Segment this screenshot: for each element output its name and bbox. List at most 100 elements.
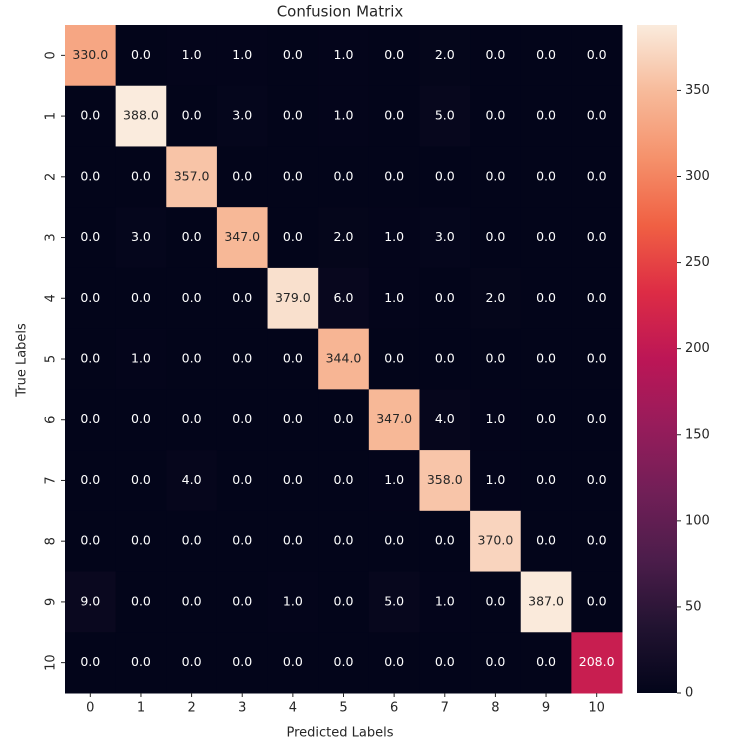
heatmap-cell (166, 85, 218, 147)
heatmap-cell (216, 267, 269, 330)
heatmap-cell (368, 267, 420, 330)
colorbar-tick-label: 200 (685, 341, 710, 356)
cell-label: 0.0 (334, 654, 354, 669)
cell-label: 0.0 (80, 411, 100, 426)
cell-label: 5.0 (435, 108, 455, 123)
cell-label: 357.0 (174, 168, 210, 183)
heatmap-cell (166, 25, 218, 87)
heatmap-cell (267, 85, 319, 147)
cell-label: 0.0 (131, 654, 151, 669)
heatmap-cell (267, 146, 319, 208)
cell-label: 1.0 (334, 47, 354, 62)
cell-label: 0.0 (131, 290, 151, 305)
cell-label: 0.0 (80, 108, 100, 123)
cell-label: 0.0 (131, 472, 151, 487)
cell-label: 0.0 (283, 351, 303, 366)
heatmap-cell (318, 571, 370, 633)
heatmap-cell (571, 328, 623, 390)
heatmap-cell (166, 207, 218, 269)
heatmap-cell (470, 85, 522, 147)
heatmap-cell (520, 571, 572, 633)
cell-label: 0.0 (485, 108, 505, 123)
heatmap-cell (115, 146, 167, 208)
heatmap-cell (267, 632, 319, 694)
colorbar-tick-label: 250 (685, 255, 710, 270)
cell-label: 0.0 (232, 411, 252, 426)
cell-label: 0.0 (80, 290, 100, 305)
heatmap-cell (571, 267, 623, 330)
heatmap-cell (520, 450, 572, 512)
heatmap-cell (571, 146, 623, 208)
x-tick-label: 1 (137, 701, 145, 716)
cell-label: 0.0 (232, 351, 252, 366)
cell-label: 1.0 (384, 229, 404, 244)
heatmap-cell (115, 571, 167, 633)
cell-label: 0.0 (283, 533, 303, 548)
heatmap-cell (216, 146, 269, 208)
x-tick-label: 4 (289, 701, 297, 716)
y-tick-label: 3 (44, 233, 59, 241)
cell-label: 0.0 (435, 533, 455, 548)
cell-label: 347.0 (376, 411, 412, 426)
heatmap-cell (65, 85, 117, 147)
cell-label: 0.0 (80, 229, 100, 244)
x-tick-label: 9 (542, 701, 550, 716)
colorbar-tick-label: 300 (685, 169, 710, 184)
heatmap-cell (318, 632, 370, 694)
heatmap-cell (318, 267, 370, 330)
cell-label: 0.0 (131, 47, 151, 62)
cell-label: 0.0 (536, 351, 556, 366)
heatmap-cell (115, 632, 167, 694)
cell-label: 0.0 (536, 472, 556, 487)
heatmap-cell (368, 571, 420, 633)
heatmap-cell (115, 389, 167, 451)
y-tick-label: 1 (44, 112, 59, 120)
cell-label: 9.0 (80, 593, 100, 608)
x-tick-label: 10 (588, 701, 605, 716)
chart-title: Confusion Matrix (277, 3, 404, 21)
heatmap-cell (470, 146, 522, 208)
cell-label: 0.0 (182, 290, 202, 305)
y-tick-label: 0 (44, 51, 59, 59)
cell-label: 0.0 (587, 229, 607, 244)
heatmap-cell (470, 632, 522, 694)
y-axis-label: True Labels (15, 323, 30, 398)
heatmap-cell (419, 571, 471, 633)
heatmap-cell (267, 389, 319, 451)
y-tick-label: 8 (44, 537, 59, 545)
cell-label: 0.0 (232, 533, 252, 548)
cell-label: 0.0 (536, 229, 556, 244)
heatmap-cell (216, 207, 269, 269)
cell-label: 0.0 (536, 654, 556, 669)
cell-label: 0.0 (283, 472, 303, 487)
heatmap-cell (571, 25, 623, 87)
heatmap-cell (318, 328, 370, 390)
heatmap-cell (115, 328, 167, 390)
heatmap-cell (318, 207, 370, 269)
heatmap-cell (419, 207, 471, 269)
y-tick-label: 9 (44, 598, 59, 606)
cell-label: 0.0 (283, 411, 303, 426)
cell-label: 0.0 (587, 108, 607, 123)
heatmap-cell (520, 267, 572, 330)
cell-label: 0.0 (182, 411, 202, 426)
x-axis-label: Predicted Labels (286, 726, 393, 741)
heatmap-cell (65, 632, 117, 694)
cell-label: 0.0 (182, 593, 202, 608)
heatmap-cell (65, 207, 117, 269)
cell-label: 0.0 (587, 290, 607, 305)
cell-label: 387.0 (528, 593, 564, 608)
cell-label: 2.0 (485, 290, 505, 305)
heatmap-cell (216, 85, 269, 147)
y-tick-label: 10 (44, 654, 59, 671)
cell-label: 0.0 (182, 108, 202, 123)
heatmap-cell (520, 632, 572, 694)
heatmap-cell (571, 510, 623, 573)
x-tick-label: 6 (390, 701, 398, 716)
heatmap-cell (166, 389, 218, 451)
cell-label: 0.0 (587, 472, 607, 487)
heatmap-cell (470, 571, 522, 633)
cell-label: 0.0 (536, 533, 556, 548)
cell-label: 1.0 (485, 411, 505, 426)
